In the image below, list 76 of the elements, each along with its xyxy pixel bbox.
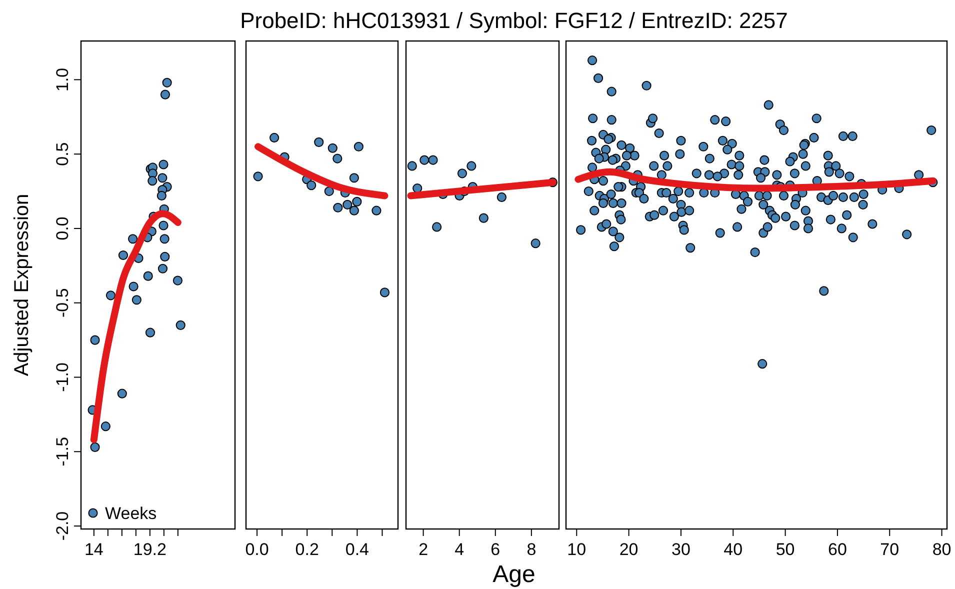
point [412,183,422,194]
x-tick-label: 14 [84,540,104,559]
point [342,200,352,210]
y-tick-label: 0.0 [53,216,72,240]
point [158,220,168,230]
point [380,288,390,298]
point [466,161,476,171]
x-tick-label: 40 [724,540,743,559]
y-tick-label: 0.5 [53,142,72,166]
x-tick-label: 2 [418,540,428,559]
y-tick-label: -1.5 [53,436,72,466]
x-tick-label: 30 [672,540,690,559]
point [160,252,170,262]
point [160,90,170,100]
point [253,172,263,182]
point [457,168,468,178]
point [407,161,417,171]
point [354,142,364,152]
x-tick-label: 80 [932,540,952,559]
point [269,132,280,143]
y-axis-title: Adjusted Expression [11,194,33,376]
point [176,320,186,330]
point [428,155,438,165]
point [117,388,127,398]
x-tick-label: 0.4 [345,540,370,559]
y-tick-label: -2.0 [53,511,72,541]
point [158,173,168,183]
point [372,206,382,216]
point [420,155,430,165]
point [106,290,116,300]
legend-label: Weeks [105,504,157,523]
point [162,78,172,88]
point [478,213,488,223]
point [145,328,156,338]
point [100,422,110,432]
point [432,222,442,232]
x-tick-label: 50 [776,540,795,559]
x-tick-label: 20 [619,540,638,559]
x-tick-label: 10 [567,540,586,559]
point [332,154,342,164]
point [143,271,153,281]
point [90,335,100,345]
x-tick-label: 8 [526,540,536,559]
point [172,276,183,286]
point [328,143,338,153]
point [333,202,343,212]
point [158,160,168,170]
point [128,282,138,292]
y-tick-label: -1.0 [53,362,72,392]
chart-title: ProbeID: hHC013931 / Symbol: FGF12 / EntrezID: 2257 [240,8,788,33]
point [160,234,170,244]
x-tick-label: 6 [490,540,500,559]
x-tick-label: 60 [828,540,847,559]
point [530,238,540,248]
point [156,190,166,201]
point [496,192,506,202]
point [148,176,158,186]
point [128,234,138,244]
x-axis-title: Age [492,561,536,588]
point [158,264,168,274]
x-tick-label: 0.2 [295,540,319,559]
y-tick-label: 1.0 [53,68,72,92]
point [349,173,359,183]
point [314,137,324,147]
x-tick-label: 70 [880,540,900,559]
point [352,196,362,206]
point [306,180,316,190]
x-tick-label: 4 [454,540,464,559]
point [349,206,359,216]
point [118,250,128,260]
point [132,295,142,305]
point [90,442,100,452]
x-tick-label: 19.2 [133,540,166,559]
x-tick-label: 0.0 [245,540,269,559]
y-tick-label: -0.5 [53,288,72,318]
point [324,186,334,196]
